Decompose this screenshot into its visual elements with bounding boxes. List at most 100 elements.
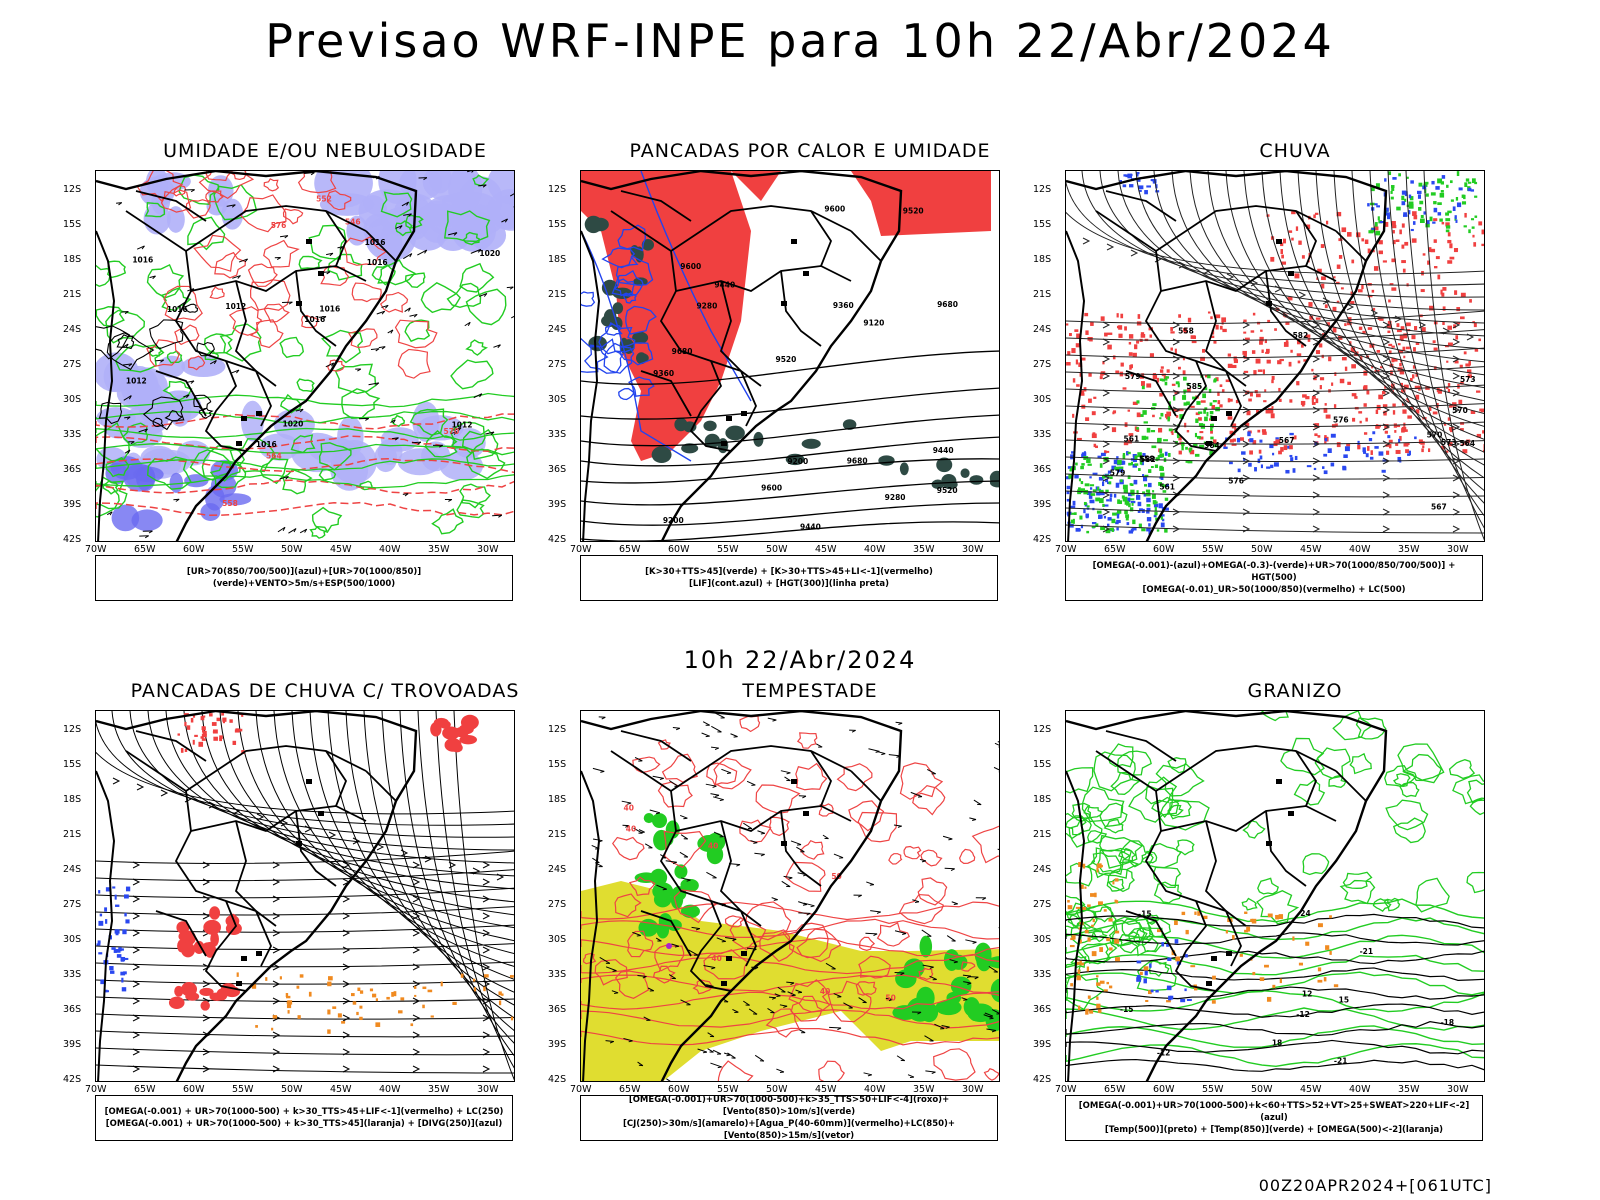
latitude-tick-label: 39S xyxy=(63,499,82,510)
latitude-tick-label: 33S xyxy=(1033,969,1052,980)
contour-label: -21 xyxy=(1360,947,1374,956)
latitude-tick-label: 21S xyxy=(548,829,567,840)
latitude-tick-label: 15S xyxy=(1033,219,1052,230)
contour-label: 561 xyxy=(1124,435,1140,444)
contour-label: 15 xyxy=(1339,995,1349,1004)
legend-line: [K>30+TTS>45](verde) + [K>30+TTS>45+LI<-… xyxy=(645,567,933,577)
forecast-map xyxy=(95,710,515,1082)
longitude-tick-label: 30W xyxy=(477,544,499,555)
contour-label: 12 xyxy=(1302,989,1312,998)
latitude-tick-label: 36S xyxy=(63,1004,82,1015)
panel-title: GRANIZO xyxy=(1247,680,1343,702)
longitude-tick-label: 65W xyxy=(1104,1084,1126,1095)
latitude-tick-label: 27S xyxy=(63,359,82,370)
legend-line: [UR>70(850/700/500)](azul)+[UR>70(1000/8… xyxy=(186,567,422,589)
latitude-tick-label: 24S xyxy=(63,864,82,875)
latitude-tick-label: 24S xyxy=(548,324,567,335)
longitude-tick-label: 70W xyxy=(85,544,107,555)
longitude-tick-label: 35W xyxy=(1398,544,1420,555)
contour-label: 9360 xyxy=(653,369,674,378)
longitude-tick-label: 40W xyxy=(864,544,886,555)
contour-label: 40 xyxy=(711,954,721,963)
contour-label: 564 xyxy=(1459,439,1475,448)
forecast-map: -21 -12 -15 -18 -21 -24 -15 -12 12 15 18 xyxy=(1065,710,1485,1082)
latitude-tick-label: 33S xyxy=(548,429,567,440)
contour-label: 567 xyxy=(1431,503,1447,512)
latitude-tick-label: 12S xyxy=(1033,184,1052,195)
latitude-tick-label: 12S xyxy=(548,184,567,195)
latitude-tick-label: 42S xyxy=(1033,1074,1052,1085)
contour-label: 576 xyxy=(1228,477,1244,486)
contour-label: 1016 xyxy=(365,238,386,247)
contour-label: 9600 xyxy=(680,262,701,271)
contour-label: 582 xyxy=(1293,331,1309,340)
longitude-tick-label: 50W xyxy=(281,1084,303,1095)
contour-label: 9440 xyxy=(800,523,821,532)
legend-line: [OMEGA(-0.001)+UR>70(1000-500)+k<60+TTS>… xyxy=(1078,1101,1470,1123)
longitude-tick-label: 65W xyxy=(1104,544,1126,555)
latitude-tick-label: 21S xyxy=(548,289,567,300)
latitude-tick-label: 36S xyxy=(548,464,567,475)
longitude-tick-label: 45W xyxy=(1300,544,1322,555)
longitude-tick-label: 55W xyxy=(1202,544,1224,555)
contour-label: -12 xyxy=(1296,1010,1310,1019)
contour-label: 40 xyxy=(626,825,636,834)
panel-legend: [OMEGA(-0.001)-(azul)+OMEGA(-0.3)-(verde… xyxy=(1065,555,1483,601)
longitude-tick-label: 30W xyxy=(962,1084,984,1095)
latitude-tick-label: 24S xyxy=(1033,864,1052,875)
contour-label: 1012 xyxy=(126,376,147,385)
panel-legend: [OMEGA(-0.001)+UR>70(1000-500)+k<60+TTS>… xyxy=(1065,1095,1483,1141)
contour-label: 1016 xyxy=(256,440,277,449)
longitude-tick-label: 35W xyxy=(1398,1084,1420,1095)
contour-label: 1016 xyxy=(319,305,340,314)
forecast-panel: CHUVA58558257957657357056756456155858257… xyxy=(1015,140,1515,610)
contour-label: 573 xyxy=(1441,438,1457,447)
latitude-tick-label: 30S xyxy=(1033,394,1052,405)
longitude-tick-label: 65W xyxy=(619,1084,641,1095)
latitude-tick-label: 12S xyxy=(1033,724,1052,735)
forecast-map: 9680 9680 9680 9600 9520 9600 9440 9520 9440 9360… xyxy=(580,170,1000,542)
longitude-tick-label: 35W xyxy=(913,544,935,555)
latitude-tick-label: 18S xyxy=(1033,254,1052,265)
longitude-tick-label: 65W xyxy=(619,544,641,555)
legend-line: [LIF](cont.azul) + [HGT(300)](linha pret… xyxy=(688,579,890,589)
longitude-tick-label: 55W xyxy=(717,1084,739,1095)
panel-title: TEMPESTADE xyxy=(742,680,878,702)
longitude-tick-label: 30W xyxy=(1447,1084,1469,1095)
contour-label: 552 xyxy=(316,195,332,204)
longitude-tick-label: 30W xyxy=(1447,544,1469,555)
longitude-tick-label: 50W xyxy=(1251,1084,1273,1095)
contour-label: 561 xyxy=(1159,483,1175,492)
longitude-tick-label: 45W xyxy=(815,544,837,555)
latitude-tick-label: 36S xyxy=(1033,1004,1052,1015)
contour-label: 585 xyxy=(1187,382,1203,391)
latitude-tick-label: 42S xyxy=(1033,534,1052,545)
latitude-tick-label: 18S xyxy=(63,794,82,805)
legend-line: [OMEGA(-0.001) + UR>70(1000-500) + k>30_… xyxy=(104,1107,504,1117)
longitude-tick-label: 45W xyxy=(1300,1084,1322,1095)
contour-label: 9600 xyxy=(824,205,845,214)
contour-label: 1020 xyxy=(283,420,304,429)
forecast-panel: GRANIZO -21 -12 -15 -18 -21 -24 -15 -12 12 15 18 12S… xyxy=(1015,680,1515,1150)
longitude-tick-label: 45W xyxy=(330,1084,352,1095)
legend-line: [OMEGA(-0.001)-(azul)+OMEGA(-0.3)-(verde… xyxy=(1092,561,1456,583)
longitude-tick-label: 65W xyxy=(134,544,156,555)
latitude-tick-label: 27S xyxy=(548,359,567,370)
contour-label: 9440 xyxy=(714,281,735,290)
forecast-panel: UMIDADE E/OU NEBULOSIDADE 1012 1012 1016 101… xyxy=(45,140,545,610)
longitude-tick-label: 55W xyxy=(1202,1084,1224,1095)
forecast-map: 40 40 50 50 40 40 40 xyxy=(580,710,1000,1082)
latitude-tick-label: 42S xyxy=(63,534,82,545)
latitude-tick-label: 15S xyxy=(63,219,82,230)
coastline xyxy=(1066,711,1388,1081)
contour-label: 40 xyxy=(820,987,830,996)
legend-line: [OMEGA(-0.001)+UR>70(1000-500)+k>35_TTS>… xyxy=(628,1095,950,1117)
forecast-map: 1012 1012 1016 1016 1016 1020 1016 1016 1016 1016… xyxy=(95,170,515,542)
contour-label: -12 xyxy=(1157,1048,1171,1057)
latitude-tick-label: 42S xyxy=(548,534,567,545)
contour-label: -24 xyxy=(1297,909,1311,918)
latitude-tick-label: 33S xyxy=(548,969,567,980)
coastline xyxy=(96,711,418,1081)
latitude-tick-label: 24S xyxy=(63,324,82,335)
contour-label: -15 xyxy=(1138,910,1152,919)
